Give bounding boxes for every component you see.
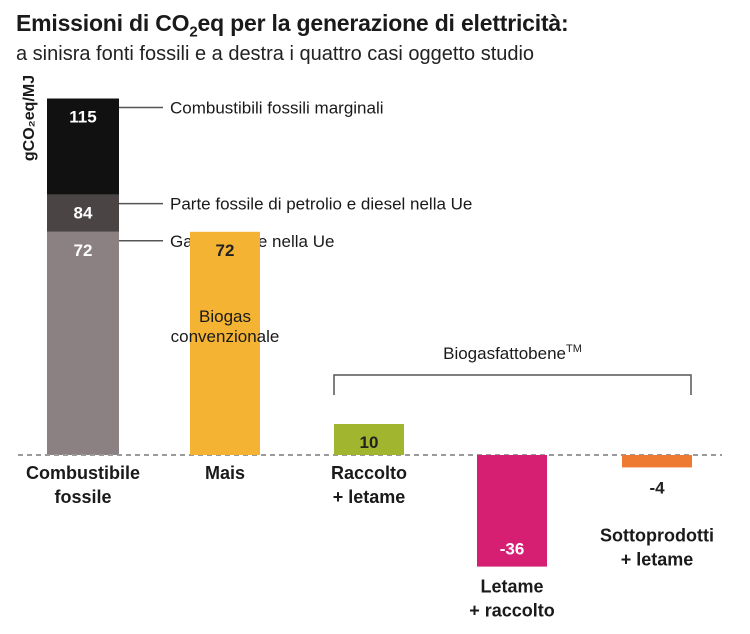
category-label: + raccolto (469, 601, 555, 621)
bar-value-label: -36 (500, 540, 525, 559)
bracket-label: BiogasfattobeneTM (443, 343, 582, 363)
category-label: + letame (333, 487, 406, 507)
category-label: Letame (480, 577, 543, 597)
chart-subtitle: a sinisra fonti fossili e a destra i qua… (16, 43, 535, 65)
reference-bar-segment (47, 98, 119, 195)
y-axis-label: gCO₂eq/MJ (21, 75, 38, 161)
category-label: Combustibile (26, 463, 140, 483)
segment-annotation: Parte fossile di petrolio e diesel nella… (170, 195, 472, 214)
bar-value-label: 10 (360, 433, 379, 452)
bar (334, 424, 404, 455)
segment-annotation: Combustibili fossili marginali (170, 99, 384, 118)
category-label: fossile (54, 487, 111, 507)
bar-top-label: convenzionale (171, 327, 280, 346)
chart-title: Emissioni di CO2eq per la generazione di… (16, 10, 569, 41)
bar (477, 455, 547, 567)
bar-value-label: -4 (649, 478, 665, 497)
reference-segment-value: 72 (74, 241, 93, 260)
reference-segment-value: 84 (74, 204, 93, 223)
bar-top-label: Biogas (199, 307, 251, 326)
category-label: + letame (621, 549, 694, 569)
bar (622, 455, 692, 468)
reference-segment-value: 115 (69, 108, 96, 127)
reference-bar-segment (47, 194, 119, 232)
category-label: Sottoprodotti (600, 525, 714, 545)
reference-bar-segment (47, 231, 119, 455)
category-label: Raccolto (331, 463, 407, 483)
bar (190, 231, 260, 455)
bar-value-label: 72 (216, 241, 235, 260)
category-label: Mais (205, 463, 245, 483)
bracket (333, 374, 692, 395)
